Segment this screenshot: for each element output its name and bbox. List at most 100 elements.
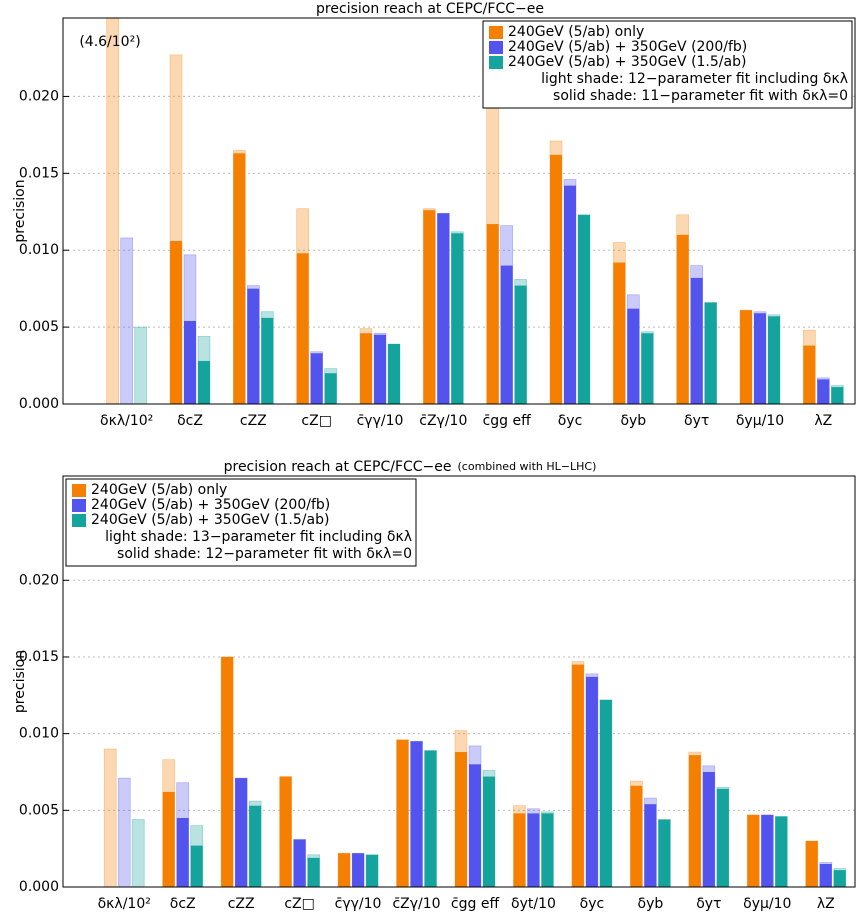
bar: [261, 317, 274, 404]
legend-label: 240GeV (5/ab) + 350GeV (200/fb): [91, 497, 330, 513]
bar: [585, 676, 598, 887]
bars: [103, 656, 847, 887]
legend-swatch: [489, 26, 503, 39]
y-tick-label: 0.015: [19, 165, 59, 181]
x-tick-label: δyτ: [684, 413, 709, 429]
bar-light: [131, 819, 145, 887]
bar: [527, 813, 540, 887]
bar: [754, 313, 766, 404]
bar: [162, 791, 175, 887]
bars: [106, 18, 844, 404]
bar: [293, 839, 306, 887]
x-tick-label: δyb: [638, 896, 664, 912]
bar: [360, 333, 372, 404]
legend-label: 240GeV (5/ab) + 350GeV (1.5/ab): [91, 512, 329, 528]
plot-frame: [62, 17, 856, 405]
bar: [747, 814, 760, 887]
x-tick-label: c̄Zγ/10: [392, 896, 440, 912]
y-axis-label: precision: [12, 179, 28, 242]
bar: [761, 814, 774, 887]
bar: [198, 360, 210, 404]
legend-label: 240GeV (5/ab) only: [91, 482, 227, 498]
subtitle: (combined with HL−LHC): [458, 460, 597, 473]
x-tick-label: δcZ: [170, 896, 196, 912]
legend-box: [482, 20, 853, 109]
bar: [483, 776, 495, 887]
plot-frame: [62, 475, 856, 888]
bar: [221, 656, 234, 887]
bar: [627, 308, 640, 404]
x-tick-label: λZ: [814, 413, 832, 429]
bar: [374, 334, 386, 404]
x-tick-label: λZ: [817, 896, 835, 912]
bar: [613, 262, 626, 404]
y-tick-label: 0.010: [19, 726, 59, 742]
bar-light: [117, 777, 131, 887]
bar-light: [134, 326, 148, 404]
legend-swatch: [72, 499, 86, 512]
bar: [500, 265, 513, 404]
x-tick-label: cZZ: [228, 896, 255, 912]
y-tick-label: 0.020: [19, 572, 59, 588]
bar: [247, 288, 260, 404]
legend-swatch: [72, 484, 86, 497]
x-tick-label: c̄gg eff: [451, 896, 500, 912]
y-tick-label: 0.020: [19, 88, 59, 104]
x-tick-label: δyc: [580, 896, 605, 912]
bar: [740, 310, 752, 404]
bar: [578, 214, 590, 404]
bar: [396, 739, 409, 887]
bar: [455, 752, 467, 887]
bar: [324, 373, 337, 404]
y-tick-label: 0.015: [19, 649, 59, 665]
bar-light: [120, 237, 134, 404]
title-text: precision reach at CEPC/FCC−ee: [224, 459, 452, 475]
x-tick-label: δyτ: [696, 896, 721, 912]
legend-label: 240GeV (5/ab) + 350GeV (1.5/ab): [508, 54, 746, 70]
bar: [819, 863, 832, 887]
x-tick-label: δcZ: [177, 413, 203, 429]
bar: [235, 778, 248, 887]
x-tick-label: δyb: [620, 413, 646, 429]
bar: [424, 750, 437, 887]
bar: [388, 344, 400, 404]
bar: [176, 817, 189, 887]
bar: [486, 224, 499, 404]
bar: [641, 333, 654, 404]
bar: [658, 819, 671, 887]
bar: [831, 387, 844, 404]
bar: [437, 213, 450, 404]
x-tick-label: c̄γγ/10: [357, 413, 404, 429]
legend-swatch: [72, 514, 86, 527]
bar: [513, 813, 526, 887]
y-axis-label: precision: [12, 650, 28, 713]
bar: [310, 353, 323, 404]
bar: [702, 771, 715, 887]
legend-swatch: [489, 56, 503, 69]
bar: [564, 185, 576, 404]
bar: [184, 320, 196, 404]
chart-title: precision reach at CEPC/FCC−ee (combined …: [224, 459, 597, 475]
bar: [366, 854, 379, 887]
bar: [833, 870, 846, 887]
y-tick-label: 0.005: [19, 802, 59, 818]
bar: [514, 285, 527, 404]
chart-title: precision reach at CEPC/FCC−ee: [316, 1, 544, 17]
legend-note: light shade: 13−parameter fit including …: [105, 529, 412, 545]
bar: [630, 785, 643, 887]
bar: [451, 233, 464, 404]
legend-label: 240GeV (5/ab) only: [508, 24, 644, 40]
x-tick-label: c̄Zγ/10: [419, 413, 467, 429]
bar: [817, 379, 830, 404]
bar: [571, 664, 584, 887]
bar: [352, 853, 365, 887]
bar: [190, 845, 203, 887]
annotation: (4.6/10²): [79, 34, 140, 50]
x-tick-label: δyt/10: [511, 896, 556, 912]
bar: [805, 840, 818, 887]
y-tick-label: 0.010: [19, 242, 59, 258]
x-tick-label: δyc: [558, 413, 583, 429]
y-tick-label: 0.005: [19, 319, 59, 335]
